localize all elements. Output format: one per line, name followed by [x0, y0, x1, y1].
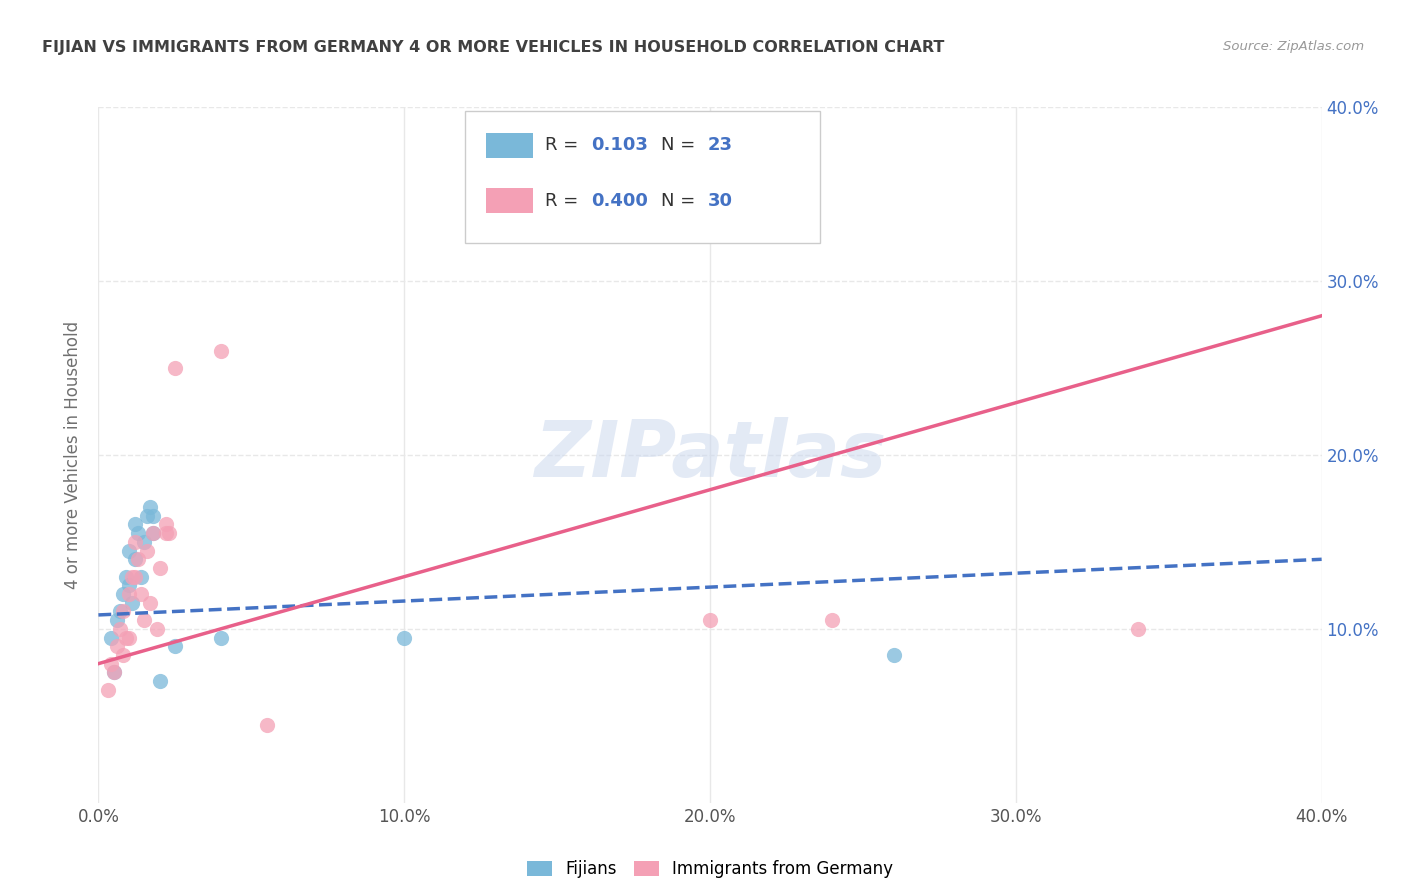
FancyBboxPatch shape	[465, 111, 820, 243]
Point	[821, 613, 844, 627]
Point	[157, 526, 180, 541]
FancyBboxPatch shape	[486, 133, 533, 158]
Point	[121, 596, 143, 610]
Point	[127, 526, 149, 541]
Point	[118, 543, 141, 558]
Point	[121, 570, 143, 584]
Point	[145, 622, 167, 636]
Point	[142, 526, 165, 541]
Point	[100, 657, 122, 671]
Point	[142, 508, 165, 523]
Point	[100, 631, 122, 645]
Point	[209, 343, 232, 358]
FancyBboxPatch shape	[486, 188, 533, 213]
Point	[142, 526, 165, 541]
Point	[97, 682, 120, 697]
Point	[155, 517, 177, 532]
Text: Source: ZipAtlas.com: Source: ZipAtlas.com	[1223, 40, 1364, 54]
Point	[149, 561, 172, 575]
Point	[111, 648, 134, 662]
Point	[256, 717, 278, 731]
Point	[139, 596, 162, 610]
Point	[136, 508, 159, 523]
Point	[129, 570, 152, 584]
Text: ZIPatlas: ZIPatlas	[534, 417, 886, 493]
Text: R =: R =	[546, 192, 583, 210]
Point	[155, 526, 177, 541]
Point	[124, 534, 146, 549]
Point	[139, 500, 162, 514]
Point	[115, 631, 138, 645]
Point	[209, 631, 232, 645]
Point	[127, 552, 149, 566]
Text: 30: 30	[707, 192, 733, 210]
Point	[118, 631, 141, 645]
Point	[105, 613, 128, 627]
Text: FIJIAN VS IMMIGRANTS FROM GERMANY 4 OR MORE VEHICLES IN HOUSEHOLD CORRELATION CH: FIJIAN VS IMMIGRANTS FROM GERMANY 4 OR M…	[42, 40, 945, 55]
Legend: Fijians, Immigrants from Germany: Fijians, Immigrants from Germany	[520, 854, 900, 885]
Y-axis label: 4 or more Vehicles in Household: 4 or more Vehicles in Household	[65, 321, 83, 589]
Point	[136, 543, 159, 558]
Text: 0.103: 0.103	[592, 136, 648, 154]
Text: N =: N =	[661, 192, 702, 210]
Point	[108, 622, 131, 636]
Point	[103, 665, 125, 680]
Point	[163, 639, 186, 653]
Point	[699, 613, 721, 627]
Point	[103, 665, 125, 680]
Point	[129, 587, 152, 601]
Point	[883, 648, 905, 662]
Point	[105, 639, 128, 653]
Point	[149, 674, 172, 689]
Text: N =: N =	[661, 136, 702, 154]
Text: R =: R =	[546, 136, 583, 154]
Point	[115, 570, 138, 584]
Point	[124, 552, 146, 566]
Point	[134, 534, 156, 549]
Point	[108, 605, 131, 619]
Point	[1128, 622, 1150, 636]
Point	[163, 360, 186, 375]
Point	[111, 587, 134, 601]
Point	[134, 613, 156, 627]
Point	[124, 570, 146, 584]
Point	[118, 578, 141, 592]
Text: 0.400: 0.400	[592, 192, 648, 210]
Point	[118, 587, 141, 601]
Point	[111, 605, 134, 619]
Point	[124, 517, 146, 532]
Text: 23: 23	[707, 136, 733, 154]
Point	[392, 631, 416, 645]
